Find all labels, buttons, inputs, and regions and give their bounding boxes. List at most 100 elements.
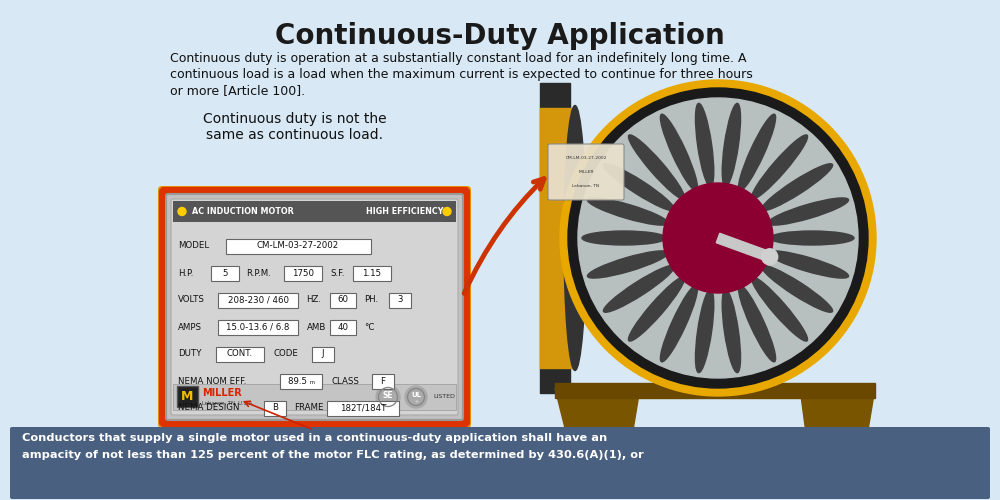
FancyBboxPatch shape [330, 320, 356, 334]
Text: HIGH EFFICIENCY: HIGH EFFICIENCY [366, 207, 443, 216]
Ellipse shape [564, 106, 586, 370]
Text: Continuous duty is operation at a substantially constant load for an indefinitel: Continuous duty is operation at a substa… [170, 52, 746, 65]
Ellipse shape [738, 285, 776, 362]
Ellipse shape [722, 290, 741, 372]
Ellipse shape [628, 277, 684, 341]
Ellipse shape [762, 266, 833, 312]
FancyBboxPatch shape [330, 292, 356, 308]
FancyBboxPatch shape [264, 400, 286, 415]
Ellipse shape [587, 251, 668, 278]
Text: LISTED: LISTED [433, 394, 455, 400]
FancyBboxPatch shape [10, 427, 990, 499]
Ellipse shape [660, 285, 698, 362]
Polygon shape [540, 108, 575, 368]
FancyBboxPatch shape [171, 199, 458, 415]
Text: CONT.: CONT. [227, 350, 253, 358]
Ellipse shape [695, 104, 714, 186]
Text: or more [Article 100].: or more [Article 100]. [170, 84, 305, 97]
FancyBboxPatch shape [284, 266, 322, 280]
Text: R.P.M.: R.P.M. [246, 268, 271, 278]
Text: same as continuous load.: same as continuous load. [207, 128, 384, 142]
Text: Continuous-Duty Application: Continuous-Duty Application [275, 22, 725, 50]
FancyBboxPatch shape [353, 266, 391, 280]
Text: CM-LM-03-27-2002: CM-LM-03-27-2002 [257, 242, 339, 250]
Text: UL: UL [411, 392, 421, 398]
Text: on the nameplate: on the nameplate [252, 448, 376, 462]
FancyBboxPatch shape [226, 238, 370, 254]
Text: 15.0-13.6 / 6.8: 15.0-13.6 / 6.8 [226, 322, 290, 332]
Polygon shape [540, 83, 570, 393]
Ellipse shape [738, 114, 776, 191]
Text: NEMA DESIGN: NEMA DESIGN [178, 404, 240, 412]
Ellipse shape [587, 198, 668, 225]
Text: Lebanon, TN: Lebanon, TN [572, 184, 600, 188]
Text: J: J [322, 350, 324, 358]
Ellipse shape [628, 135, 684, 199]
Text: 1.15: 1.15 [362, 268, 382, 278]
Text: MODEL: MODEL [178, 242, 209, 250]
Text: MILLER: MILLER [578, 170, 594, 174]
FancyBboxPatch shape [166, 194, 463, 420]
FancyBboxPatch shape [548, 144, 624, 200]
Text: S.F.: S.F. [330, 268, 344, 278]
Text: SE: SE [383, 392, 393, 400]
Text: 5: 5 [222, 268, 228, 278]
Ellipse shape [660, 114, 698, 191]
Text: MILLER: MILLER [202, 388, 242, 398]
FancyArrowPatch shape [244, 402, 311, 429]
Circle shape [560, 80, 876, 396]
Ellipse shape [768, 198, 849, 225]
Text: ampacity of not less than 125 percent of the motor FLC rating, as determined by : ampacity of not less than 125 percent of… [22, 450, 644, 460]
FancyBboxPatch shape [327, 400, 399, 415]
Ellipse shape [762, 164, 833, 210]
Circle shape [376, 385, 400, 409]
Text: FRAME: FRAME [294, 404, 324, 412]
FancyArrow shape [716, 234, 771, 262]
FancyBboxPatch shape [280, 374, 322, 388]
Circle shape [405, 386, 427, 408]
Text: HZ.: HZ. [306, 296, 321, 304]
Circle shape [568, 88, 868, 388]
Ellipse shape [695, 290, 714, 372]
Ellipse shape [722, 104, 741, 186]
Text: Continuous duty marked: Continuous duty marked [228, 432, 400, 446]
FancyBboxPatch shape [312, 346, 334, 362]
FancyBboxPatch shape [372, 374, 394, 388]
Text: 182T/184T: 182T/184T [340, 404, 386, 412]
Circle shape [178, 208, 186, 216]
FancyBboxPatch shape [161, 189, 468, 425]
Ellipse shape [603, 164, 674, 210]
Text: 89.5 ₘ: 89.5 ₘ [288, 376, 314, 386]
Text: 60: 60 [338, 296, 349, 304]
Circle shape [663, 183, 773, 293]
Ellipse shape [770, 231, 854, 245]
Text: ®: ® [414, 400, 418, 404]
FancyBboxPatch shape [177, 386, 198, 407]
Text: VOLTS: VOLTS [178, 296, 205, 304]
Text: 3: 3 [397, 296, 403, 304]
Text: PH.: PH. [364, 296, 378, 304]
FancyBboxPatch shape [211, 266, 239, 280]
FancyBboxPatch shape [218, 292, 298, 308]
Text: continuous load is a load when the maximum current is expected to continue for t: continuous load is a load when the maxim… [170, 68, 753, 81]
Text: AMB: AMB [307, 322, 326, 332]
FancyBboxPatch shape [389, 292, 411, 308]
FancyArrowPatch shape [464, 178, 544, 294]
Circle shape [762, 249, 778, 265]
Ellipse shape [768, 251, 849, 278]
FancyBboxPatch shape [158, 186, 471, 428]
Text: AC INDUCTION MOTOR: AC INDUCTION MOTOR [192, 207, 294, 216]
FancyBboxPatch shape [216, 346, 264, 362]
Text: 208-230 / 460: 208-230 / 460 [228, 296, 288, 304]
Text: 1750: 1750 [292, 268, 314, 278]
FancyBboxPatch shape [218, 320, 298, 334]
Polygon shape [555, 383, 875, 398]
FancyBboxPatch shape [173, 384, 456, 410]
Polygon shape [555, 388, 640, 448]
Text: Lebanon, TN  U.S.A.: Lebanon, TN U.S.A. [202, 400, 254, 406]
Text: H.P.: H.P. [178, 268, 193, 278]
Text: DUTY: DUTY [178, 350, 202, 358]
Text: B: B [272, 404, 278, 412]
Text: Conductors that supply a single motor used in a continuous-duty application shal: Conductors that supply a single motor us… [22, 433, 607, 443]
Text: CODE: CODE [274, 350, 299, 358]
